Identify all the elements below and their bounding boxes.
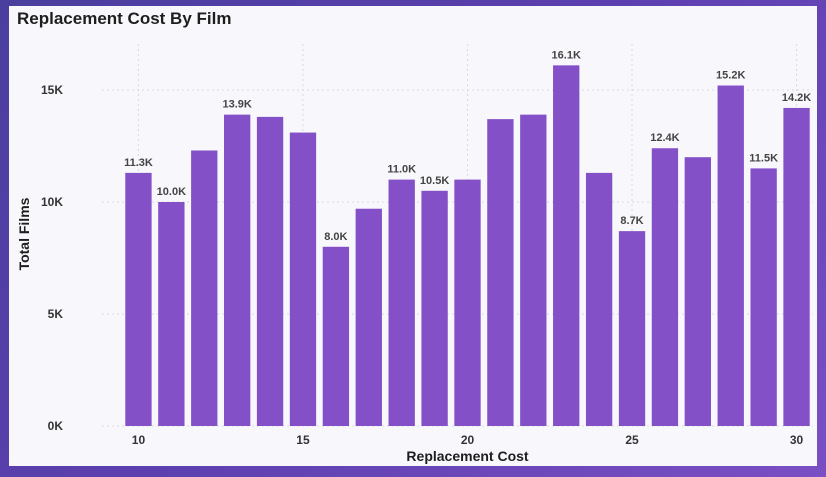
bar — [125, 172, 152, 426]
data-label: 11.5K — [749, 152, 778, 164]
bar — [684, 157, 711, 426]
bar — [585, 172, 613, 426]
data-label: 11.3K — [124, 157, 153, 169]
data-label: 14.2K — [782, 92, 811, 104]
bar — [322, 246, 350, 426]
chart-card: Replacement Cost By Film 0K 5K 10K 15K 10 15 2… — [9, 6, 817, 466]
bar — [520, 114, 547, 426]
data-label: 12.4K — [650, 132, 679, 144]
bar — [553, 65, 580, 427]
data-label: 15.2K — [716, 70, 745, 82]
y-tick-label: 5K — [48, 307, 64, 321]
x-tick-label: 15 — [296, 433, 310, 447]
bar-chart: 0K 5K 10K 15K 10 15 20 25 30 11.3K 10.0K 13.9K 8.0K 1… — [16, 44, 813, 464]
data-label: 10.0K — [157, 186, 186, 198]
bar — [750, 168, 777, 426]
x-tick-label: 30 — [790, 433, 804, 447]
bar — [224, 114, 251, 426]
data-label: 11.0K — [387, 164, 416, 176]
x-tick-label: 20 — [461, 433, 475, 447]
bar — [158, 202, 185, 426]
bar — [454, 179, 481, 426]
chart-title: Replacement Cost By Film — [17, 9, 232, 28]
data-label: 10.5K — [420, 175, 449, 187]
data-label: 8.7K — [620, 215, 643, 227]
y-tick-label: 0K — [48, 419, 64, 433]
bar — [191, 150, 218, 427]
bar — [487, 119, 514, 427]
bar — [289, 132, 317, 426]
data-label: 16.1K — [552, 49, 581, 61]
x-tick-label: 10 — [132, 433, 146, 447]
bar — [717, 85, 744, 427]
bar — [421, 190, 448, 426]
bar — [783, 107, 810, 427]
bar — [355, 208, 382, 426]
data-label: 13.9K — [222, 99, 251, 111]
x-tick-label: 25 — [625, 433, 639, 447]
y-tick-label: 10K — [41, 195, 63, 209]
x-axis-title: Replacement Cost — [406, 448, 528, 464]
y-tick-label: 15K — [41, 83, 63, 97]
data-label: 8.0K — [324, 231, 347, 243]
bar — [388, 179, 415, 426]
bar — [618, 231, 646, 426]
bar — [256, 116, 284, 426]
y-axis-title: Total Films — [16, 197, 32, 270]
bar — [651, 148, 679, 427]
